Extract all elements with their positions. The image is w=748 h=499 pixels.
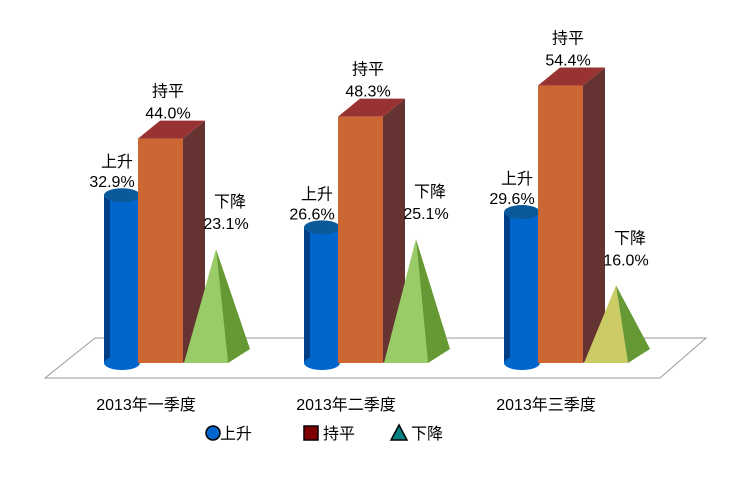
data-label: 23.1% [203,216,248,233]
bar-cylinder-shade [504,212,510,363]
data-label-series-name: 上升 [501,170,533,188]
legend: 上升 持平 下降 [205,423,443,443]
bar-cylinder-shade [304,227,310,363]
bar-cylinder-top [304,220,340,235]
data-label-series-name: 持平 [552,30,584,48]
data-label: 44.0% [145,106,190,123]
data-label: 48.3% [345,84,390,101]
bar-box-top [538,67,605,86]
data-label-series-name: 下降 [414,183,446,201]
bar-box-top [338,98,405,117]
bar-box-front [338,116,383,363]
bar-pyramid-front [584,285,628,363]
data-label-series-name: 持平 [152,83,184,101]
bar-cylinder-bottom [104,356,140,370]
legend-circle-icon [205,425,221,441]
data-label-series-name: 持平 [352,61,384,79]
legend-label: 持平 [323,425,355,443]
bar-cylinder-bottom [504,356,540,370]
bar-box-side [383,98,405,364]
x-tick-label: 2013年三季度 [496,396,596,414]
data-label: 16.0% [603,252,648,269]
bar-box-side [183,120,205,363]
bar-cylinder-top [104,188,140,203]
bar-box-front [538,85,583,363]
bar-box-top [138,120,205,139]
x-tick-label: 2013年二季度 [296,396,396,414]
bar-pyramid-side [216,249,250,363]
data-label-series-name: 上升 [101,153,133,171]
bar-pyramid-side [616,285,650,363]
data-label: 29.6% [489,191,534,208]
x-tick-label: 2013年一季度 [96,396,196,414]
bar-cylinder-shade [104,195,110,363]
legend-triangle-icon [389,423,409,441]
bar-pyramid-front [384,238,428,363]
data-label: 54.4% [545,53,590,70]
data-label-series-name: 下降 [214,193,246,211]
data-label: 32.9% [89,174,134,191]
bar-pyramid-side [416,238,450,363]
bar-cylinder-bottom [304,356,340,370]
data-label: 26.6% [289,206,334,223]
legend-square-icon [303,425,319,441]
data-label-series-name: 上升 [301,185,333,203]
legend-label: 上升 [220,425,252,443]
bar-box-side [583,67,605,363]
bar-pyramid-front [184,249,228,363]
bar-box-front [138,138,183,363]
data-label-series-name: 下降 [614,229,646,247]
data-label: 25.1% [403,206,448,223]
legend-label: 下降 [411,425,443,443]
bar-cylinder-top [504,205,540,220]
